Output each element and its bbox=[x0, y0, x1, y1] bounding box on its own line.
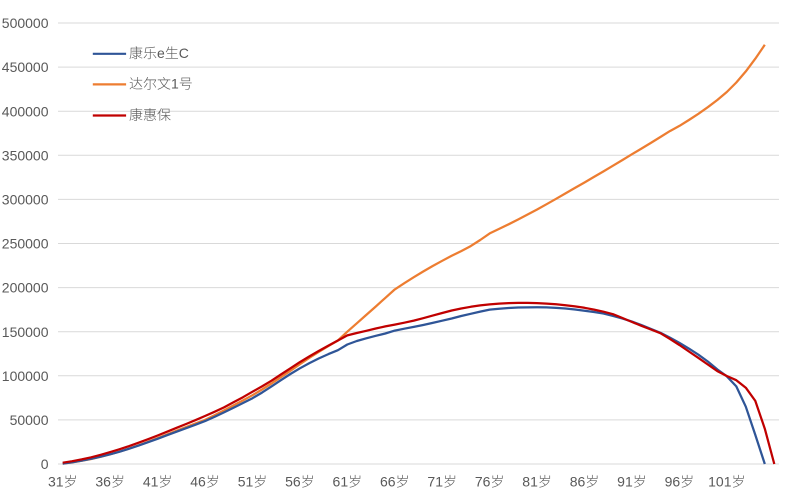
svg-text:1: 1 bbox=[171, 76, 179, 92]
svg-text:91: 91 bbox=[617, 474, 633, 490]
svg-text:86: 86 bbox=[570, 474, 586, 490]
svg-text:41: 41 bbox=[143, 474, 159, 490]
svg-text:81: 81 bbox=[522, 474, 538, 490]
svg-text:66: 66 bbox=[380, 474, 396, 490]
svg-text:250000: 250000 bbox=[2, 236, 49, 252]
svg-text:96: 96 bbox=[665, 474, 681, 490]
svg-text:e: e bbox=[157, 45, 165, 61]
svg-text:150000: 150000 bbox=[2, 324, 49, 340]
svg-text:101: 101 bbox=[708, 474, 732, 490]
svg-text:50000: 50000 bbox=[10, 412, 49, 428]
svg-text:350000: 350000 bbox=[2, 147, 49, 163]
svg-text:56: 56 bbox=[285, 474, 301, 490]
svg-text:500000: 500000 bbox=[2, 15, 49, 31]
svg-text:450000: 450000 bbox=[2, 59, 49, 75]
svg-text:200000: 200000 bbox=[2, 280, 49, 296]
svg-text:61: 61 bbox=[333, 474, 349, 490]
svg-text:300000: 300000 bbox=[2, 192, 49, 208]
svg-text:31: 31 bbox=[48, 474, 64, 490]
svg-text:100000: 100000 bbox=[2, 368, 49, 384]
svg-text:46: 46 bbox=[190, 474, 206, 490]
svg-text:400000: 400000 bbox=[2, 103, 49, 119]
svg-text:71: 71 bbox=[427, 474, 443, 490]
svg-text:0: 0 bbox=[41, 456, 49, 472]
svg-text:C: C bbox=[179, 45, 189, 61]
svg-text:51: 51 bbox=[238, 474, 254, 490]
svg-text:76: 76 bbox=[475, 474, 491, 490]
svg-text:36: 36 bbox=[95, 474, 111, 490]
